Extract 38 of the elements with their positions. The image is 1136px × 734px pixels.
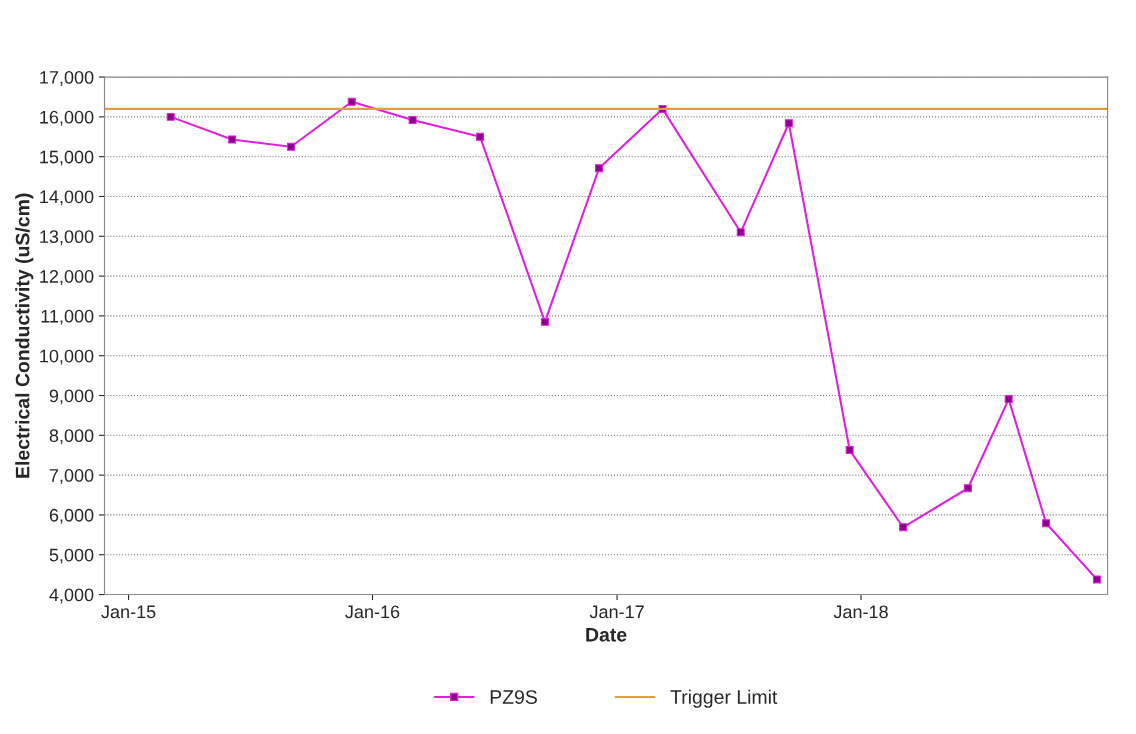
y-tick-label: 12,000 [40,270,94,285]
point [286,142,295,151]
y-tick-label: 17,000 [40,71,94,86]
point [228,135,237,144]
y-axis-title: Electrical Conductivity (uS/cm) [15,193,34,478]
y-tick-label: 7,000 [49,469,94,484]
point [540,317,549,326]
point [408,116,417,125]
y-tick-label: 6,000 [49,508,94,524]
point [1092,575,1101,584]
point [347,97,356,106]
y-tick-label: 15,000 [40,150,94,166]
point [963,484,972,493]
x-tick-label: Jan-16 [345,605,400,619]
x-tick-label: Jan-18 [833,605,888,619]
point [476,132,485,141]
y-tick-label: 10,000 [40,349,94,365]
point [899,523,908,532]
x-axis-title: Date [586,628,627,642]
y-tick-label: 4,000 [49,588,94,604]
legend-label: Trigger Limit [670,689,778,708]
y-tick-label: 9,000 [49,389,94,405]
y-tick-label: 8,000 [49,429,94,445]
point [736,228,745,237]
y-tick-label: 5,000 [49,548,94,564]
y-tick-label: 14,000 [40,190,94,206]
point [845,446,854,455]
point [1004,395,1013,404]
legend-label: PZ9S [490,690,537,704]
x-tick-label: Jan-17 [589,605,644,619]
y-tick-label: 13,000 [40,230,94,246]
x-tick-label: Jan-15 [101,605,156,619]
point [595,164,604,173]
point [784,119,793,128]
y-tick-label: 11,000 [41,309,94,325]
point [166,112,175,121]
y-tick-label: 16,000 [40,110,94,126]
point [1042,519,1051,528]
